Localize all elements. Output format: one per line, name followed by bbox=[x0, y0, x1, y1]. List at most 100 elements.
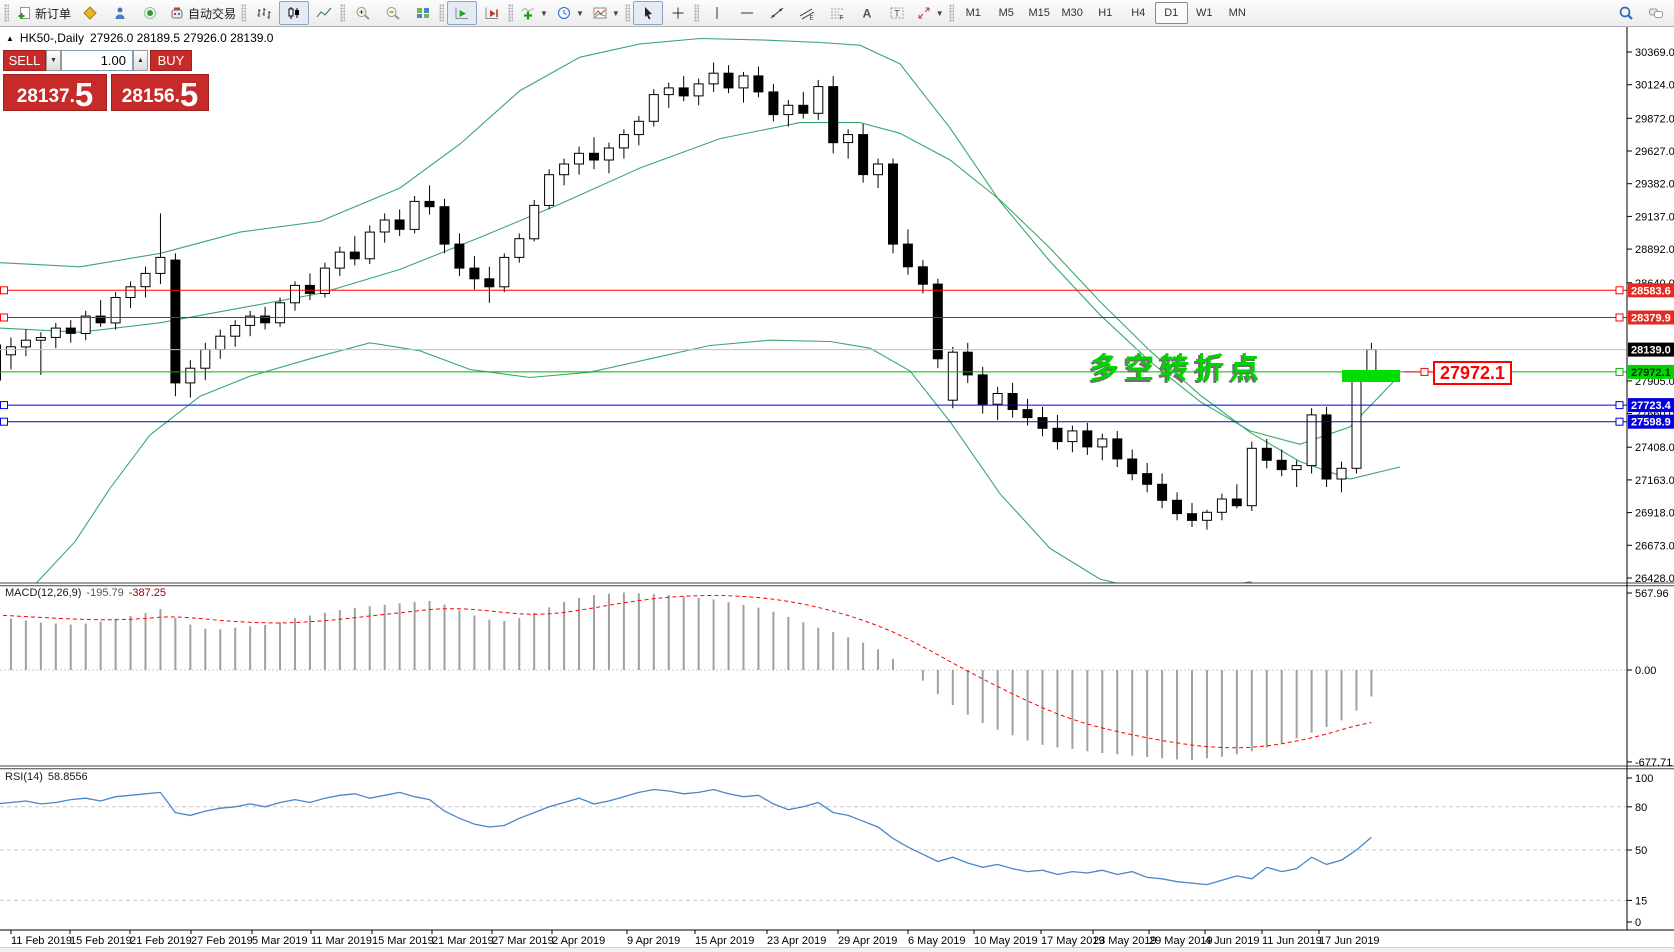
crosshair-button[interactable] bbox=[663, 1, 693, 25]
timeframe-w1-button[interactable]: W1 bbox=[1195, 7, 1213, 19]
shift-icon bbox=[484, 6, 500, 20]
volume-input[interactable] bbox=[61, 50, 133, 71]
timeframe-h4-button[interactable]: H4 bbox=[1131, 7, 1146, 19]
date-axis-label: 11 Jun 2019 bbox=[1262, 935, 1322, 947]
timeframe-d1-button[interactable]: D1 bbox=[1154, 2, 1188, 24]
candle bbox=[499, 256, 510, 288]
tile-windows-button[interactable] bbox=[408, 1, 438, 25]
periods-button[interactable]: ▼ bbox=[552, 1, 588, 25]
price-badge bbox=[1628, 414, 1674, 429]
arrows-button[interactable]: ▼ bbox=[912, 1, 948, 25]
chart-canvas[interactable]: 30369.0 30124.0 29872.0 29627.0 29382.0 29137… bbox=[0, 27, 1674, 952]
date-axis-label: 11 Mar 2019 bbox=[311, 935, 372, 947]
candle bbox=[275, 302, 286, 324]
candle bbox=[693, 83, 704, 97]
signals-button[interactable] bbox=[135, 1, 165, 25]
date-axis-label: 11 Feb 2019 bbox=[11, 935, 72, 947]
svg-text:F: F bbox=[839, 15, 843, 21]
timeframe-m1-button[interactable]: M1 bbox=[965, 7, 981, 19]
date-axis-label: 29 Apr 2019 bbox=[838, 935, 897, 947]
chart-header: ▲ HK50-,Daily 27926.0 28189.5 27926.0 28… bbox=[6, 31, 273, 45]
candle bbox=[1097, 438, 1108, 448]
sell-button[interactable]: SELL bbox=[3, 50, 46, 71]
auto-scroll-button[interactable] bbox=[447, 1, 478, 25]
diamond-icon bbox=[82, 6, 98, 20]
bollinger-lower-band bbox=[35, 339, 1254, 583]
svg-text:28139.0: 28139.0 bbox=[1631, 345, 1671, 357]
candle bbox=[663, 87, 674, 96]
chat-button[interactable] bbox=[1641, 1, 1671, 25]
line-chart-button[interactable] bbox=[309, 1, 339, 25]
metaeditor-button[interactable] bbox=[75, 1, 105, 25]
candle bbox=[140, 272, 151, 288]
indicators-button[interactable]: ▼ bbox=[516, 1, 552, 25]
zoom-out-button[interactable] bbox=[378, 1, 408, 25]
collapse-panel-icon[interactable]: ▲ bbox=[6, 33, 14, 43]
svg-text:28583.6: 28583.6 bbox=[1631, 285, 1671, 297]
candle bbox=[858, 134, 869, 176]
zoom-in-button[interactable] bbox=[348, 1, 378, 25]
candle bbox=[1037, 417, 1048, 429]
turning-point-annotation[interactable]: 多空转折点 bbox=[1090, 353, 1266, 385]
search-button[interactable] bbox=[1611, 1, 1641, 25]
price-badge bbox=[1628, 283, 1674, 298]
fibonacci-button[interactable]: F bbox=[822, 1, 852, 25]
candle bbox=[574, 152, 584, 165]
crosshair-icon bbox=[670, 6, 686, 20]
new-order-button[interactable]: 新订单 bbox=[12, 1, 75, 25]
vline-icon bbox=[709, 6, 725, 20]
macd-axis-tick: -677.71 bbox=[1635, 757, 1672, 769]
timeframe-mn-button[interactable]: MN bbox=[1228, 7, 1246, 19]
price-tag-27972[interactable]: 27972.1 bbox=[1433, 361, 1512, 385]
fibo-icon: F bbox=[829, 6, 845, 20]
candle bbox=[603, 147, 614, 161]
trendline-button[interactable] bbox=[762, 1, 792, 25]
svg-text:A: A bbox=[862, 7, 871, 21]
community-button[interactable] bbox=[105, 1, 135, 25]
volume-decrease-button[interactable]: ▼ bbox=[46, 50, 61, 71]
vertical-line-button[interactable] bbox=[702, 1, 732, 25]
sell-price-display[interactable]: 28137. 5 bbox=[3, 74, 107, 111]
candle bbox=[1351, 381, 1362, 469]
candle bbox=[364, 231, 375, 260]
rsi-axis-tick: 100 bbox=[1635, 773, 1653, 785]
indicators-icon bbox=[520, 6, 536, 20]
horizontal-line-button[interactable] bbox=[732, 1, 762, 25]
candle bbox=[1157, 483, 1168, 501]
candle bbox=[200, 349, 211, 369]
templates-button[interactable]: ▼ bbox=[588, 1, 624, 25]
candle bbox=[783, 104, 794, 116]
timeframe-m5-button[interactable]: M5 bbox=[998, 7, 1014, 19]
autotrading-button[interactable]: 自动交易 bbox=[165, 1, 240, 25]
candle bbox=[230, 325, 241, 337]
candle bbox=[1216, 498, 1227, 513]
date-axis-label: 23 May 2019 bbox=[1093, 935, 1157, 947]
cursor-button[interactable] bbox=[632, 1, 663, 25]
channel-button[interactable]: E bbox=[792, 1, 822, 25]
timeframe-m30-button[interactable]: M30 bbox=[1061, 7, 1083, 19]
candlestick-chart-button[interactable] bbox=[279, 1, 310, 25]
dropdown-caret-icon: ▼ bbox=[575, 8, 584, 18]
chart-shift-button[interactable] bbox=[477, 1, 507, 25]
date-axis-label: 27 Feb 2019 bbox=[191, 935, 253, 947]
buy-button[interactable]: BUY bbox=[150, 50, 192, 71]
candle bbox=[977, 374, 988, 405]
timeframe-m15-button[interactable]: M15 bbox=[1028, 7, 1050, 19]
label-button[interactable]: T bbox=[882, 1, 912, 25]
candle bbox=[155, 256, 166, 274]
textA-icon: A bbox=[859, 6, 875, 21]
turning-point-highlight[interactable] bbox=[1342, 370, 1400, 382]
timeframe-h1-button[interactable]: H1 bbox=[1098, 7, 1113, 19]
candle bbox=[95, 315, 106, 324]
candle bbox=[0, 344, 1, 381]
text-button[interactable]: A bbox=[852, 1, 882, 25]
bar-chart-button[interactable] bbox=[249, 1, 279, 25]
candle bbox=[110, 297, 121, 324]
toolbar-grip bbox=[624, 4, 630, 22]
candle bbox=[932, 283, 943, 360]
volume-increase-button[interactable]: ▲ bbox=[133, 50, 148, 71]
macd-signal-line bbox=[0, 594, 1372, 749]
autoscroll-icon bbox=[454, 6, 470, 20]
buy-price-display[interactable]: 28156. 5 bbox=[111, 74, 209, 111]
date-axis-label: 4 Jun 2019 bbox=[1205, 935, 1259, 947]
